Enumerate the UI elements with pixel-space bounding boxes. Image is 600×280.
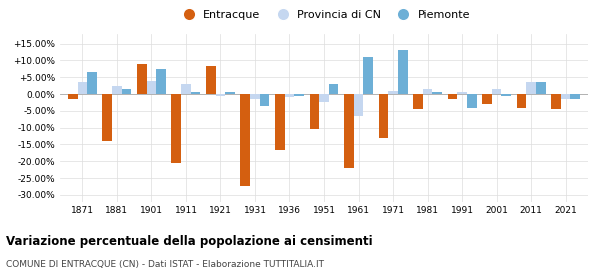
Bar <box>146 81 156 94</box>
Bar <box>275 94 284 150</box>
Bar <box>467 94 476 108</box>
Bar <box>571 94 580 99</box>
Bar <box>448 94 457 99</box>
Bar <box>77 82 87 94</box>
Bar <box>68 94 77 99</box>
Bar <box>353 94 364 116</box>
Bar <box>122 89 131 94</box>
Bar <box>137 64 146 94</box>
Bar <box>310 94 319 129</box>
Bar <box>502 94 511 96</box>
Bar <box>284 94 295 97</box>
Bar <box>156 69 166 94</box>
Bar <box>536 82 545 94</box>
Bar <box>492 89 502 94</box>
Bar <box>561 94 571 99</box>
Bar <box>379 94 388 138</box>
Text: COMUNE DI ENTRACQUE (CN) - Dati ISTAT - Elaborazione TUTTITALIA.IT: COMUNE DI ENTRACQUE (CN) - Dati ISTAT - … <box>6 260 324 269</box>
Bar <box>517 94 526 108</box>
Bar <box>181 84 191 94</box>
Bar <box>526 82 536 94</box>
Bar <box>344 94 353 168</box>
Bar <box>457 92 467 94</box>
Bar <box>295 94 304 96</box>
Bar <box>398 50 407 94</box>
Bar <box>329 84 338 94</box>
Bar <box>413 94 422 109</box>
Bar <box>551 94 561 109</box>
Bar <box>260 94 269 106</box>
Bar <box>422 89 433 94</box>
Bar <box>112 86 122 94</box>
Bar <box>191 92 200 94</box>
Bar <box>215 94 226 96</box>
Bar <box>482 94 492 104</box>
Bar <box>206 66 215 94</box>
Bar <box>433 92 442 94</box>
Bar <box>250 94 260 99</box>
Bar <box>172 94 181 163</box>
Bar <box>87 72 97 94</box>
Bar <box>241 94 250 186</box>
Legend: Entracque, Provincia di CN, Piemonte: Entracque, Provincia di CN, Piemonte <box>173 6 475 25</box>
Text: Variazione percentuale della popolazione ai censimenti: Variazione percentuale della popolazione… <box>6 235 373 248</box>
Bar <box>364 57 373 94</box>
Bar <box>388 91 398 94</box>
Bar <box>103 94 112 141</box>
Bar <box>226 92 235 94</box>
Bar <box>319 94 329 102</box>
